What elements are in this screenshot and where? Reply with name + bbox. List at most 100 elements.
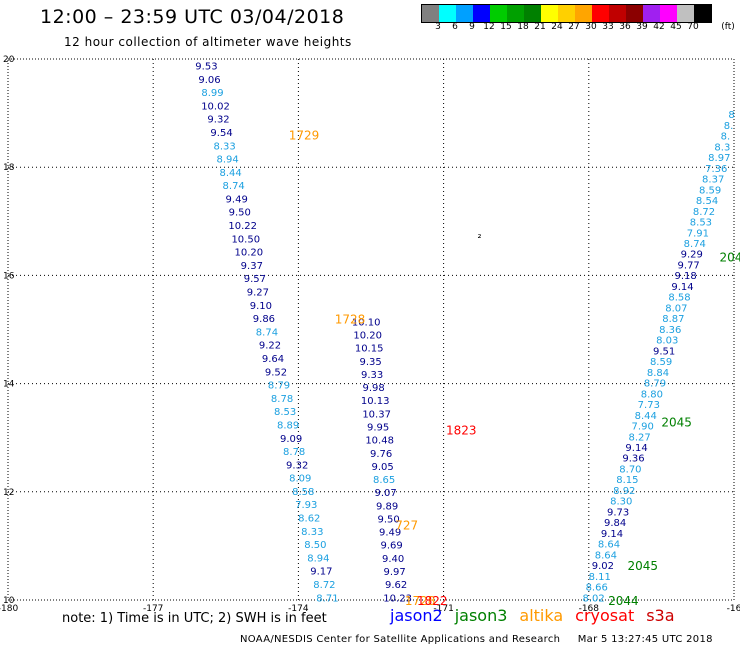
- track-a-value: 8.78: [283, 447, 305, 458]
- track-b-value: 10.48: [365, 436, 394, 447]
- legend-label: 9: [469, 22, 475, 32]
- legend-swatch: [524, 5, 541, 22]
- lon-tick-label: -180: [0, 604, 18, 614]
- track-a-value: 8.94: [307, 553, 329, 564]
- color-scale-unit: (ft): [721, 22, 735, 32]
- track-b-value: 9.69: [380, 541, 402, 552]
- track-a-value: 8.79: [268, 381, 290, 392]
- legend-swatch: [575, 5, 592, 22]
- track-b-value: 9.62: [385, 580, 407, 591]
- track-a-value: 9.64: [262, 354, 284, 365]
- satellite-cryosat: cryosat: [575, 606, 635, 625]
- track-a-value: 8.33: [301, 527, 323, 538]
- lat-tick-label: 18: [3, 163, 15, 173]
- track-a-value: 9.49: [226, 194, 248, 205]
- track-a-value: 8.78: [271, 394, 293, 405]
- track-a-value: 8.50: [304, 540, 326, 551]
- pass-time-label: 1822: [417, 594, 448, 608]
- track-c-value: 9.73: [607, 507, 629, 518]
- track-a-value: 9.27: [247, 288, 269, 299]
- track-c-value: 8.3: [714, 142, 730, 153]
- track-a-value: 10.50: [231, 234, 260, 245]
- legend-label: 3: [435, 22, 441, 32]
- track-c-value: 8.92: [613, 486, 635, 497]
- legend-swatch: [592, 5, 609, 22]
- track-c-value: 8.11: [589, 572, 611, 583]
- track-c-value: 9.02: [592, 561, 614, 572]
- lon-tick-label: -171: [433, 604, 453, 614]
- track-b-value: 9.50: [377, 514, 399, 525]
- track-b-value: 9.49: [379, 528, 401, 539]
- track-c-value: 8.03: [656, 336, 678, 347]
- track-c-value: 9.84: [604, 518, 626, 529]
- legend-swatch: [660, 5, 677, 22]
- track-b-value: 9.95: [367, 422, 389, 433]
- legend-swatch: [439, 5, 456, 22]
- track-b-value: 9.05: [372, 462, 394, 473]
- track-c-value: 9.14: [625, 443, 647, 454]
- track-b-value: 9.07: [375, 488, 397, 499]
- legend-label: 39: [636, 22, 648, 32]
- track-a-value: 9.37: [241, 261, 263, 272]
- track-a-value: 8.74: [223, 181, 245, 192]
- track-c-value: 8.15: [616, 475, 638, 486]
- satellite-jason2: jason2: [390, 606, 443, 625]
- legend-label: 36: [619, 22, 631, 32]
- legend-swatch: [507, 5, 524, 22]
- legend-swatch: [558, 5, 575, 22]
- lon-tick-label: -16: [727, 604, 740, 614]
- track-b-value: 10.20: [353, 331, 382, 342]
- track-a-value: 8.53: [274, 407, 296, 418]
- legend-label: 30: [585, 22, 597, 32]
- legend-label: 6: [452, 22, 458, 32]
- satellite-s3a: s3a: [646, 606, 675, 625]
- track-a-value: 9.53: [195, 61, 217, 72]
- track-a-value: 9.52: [265, 367, 287, 378]
- satellite-altika: altika: [519, 606, 564, 625]
- credit-text: NOAA/NESDIS Center for Satellite Applica…: [240, 634, 561, 645]
- pass-time-label: 1728: [335, 313, 366, 327]
- legend-label: 70: [687, 22, 699, 32]
- generated-timestamp: Mar 5 13:27:45 UTC 2018: [577, 634, 713, 645]
- track-b-value: 9.35: [360, 357, 382, 368]
- pass-time-label: 1729: [289, 129, 320, 143]
- track-b-value: 9.98: [363, 383, 385, 394]
- track-c-value: 9.77: [678, 260, 700, 271]
- map-title: 12:00 – 23:59 UTC 03/04/2018: [40, 6, 345, 28]
- track-c-value: 8.30: [610, 497, 632, 508]
- track-c-value: 9.51: [653, 346, 675, 357]
- lat-tick-label: 14: [3, 380, 15, 390]
- track-c-value: 8.72: [693, 207, 715, 218]
- island-marker: ²: [477, 234, 481, 245]
- legend-swatch: [473, 5, 490, 22]
- track-c-value: 8.79: [644, 379, 666, 390]
- track-b-value: 9.89: [376, 501, 398, 512]
- track-c-value: 8.54: [696, 196, 718, 207]
- track-c-value: 8.80: [641, 389, 663, 400]
- satellite-legend: jason2 jason3 altika cryosat s3a: [390, 606, 687, 625]
- track-a-value: 8.71: [316, 593, 338, 604]
- legend-label: 42: [653, 22, 665, 32]
- pass-time-label: 727: [395, 518, 418, 532]
- track-a-value: 8.33: [213, 141, 235, 152]
- track-c-value: 8.59: [699, 185, 721, 196]
- track-a-value: 10.20: [234, 248, 263, 259]
- track-c-value: 8.84: [647, 368, 669, 379]
- track-c-value: 9.14: [601, 529, 623, 540]
- track-c-value: 9.29: [681, 250, 703, 261]
- lat-tick-label: 10: [3, 596, 15, 606]
- track-a-value: 8.74: [256, 327, 278, 338]
- legend-swatch: [456, 5, 473, 22]
- legend-label: 24: [551, 22, 563, 32]
- track-a-value: 8.58: [292, 487, 314, 498]
- pass-time-label: 1823: [446, 424, 477, 438]
- lon-tick-label: -177: [143, 604, 163, 614]
- track-b-value: 10.23: [383, 593, 412, 604]
- track-b-value: 10.15: [355, 344, 384, 355]
- track-a-value: 8.09: [289, 474, 311, 485]
- track-c-value: 8.37: [702, 175, 724, 186]
- track-c-value: 8.44: [635, 411, 657, 422]
- track-b-value: 9.97: [383, 567, 405, 578]
- legend-swatch: [643, 5, 660, 22]
